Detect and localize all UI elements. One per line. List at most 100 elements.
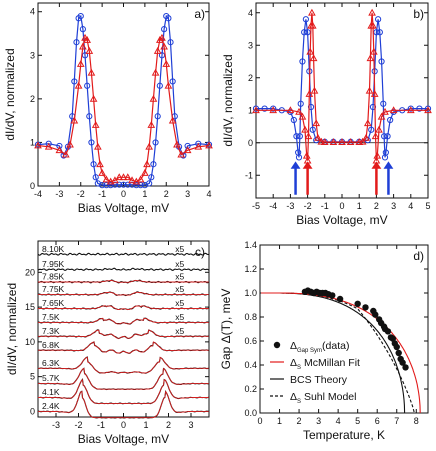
blue-circle-point [382,149,389,156]
red-triangle-point [85,46,94,54]
x-tick-label: 0 [339,201,344,211]
blue-circle-point [252,105,260,112]
fit-curve [38,356,209,374]
blue-circle-point [161,26,168,33]
y-tick-label: 2 [30,94,35,104]
blue-circle-point [158,52,166,59]
blue-circle-point [307,103,315,111]
y-tick-label: 0.8 [244,312,257,322]
gap-data-point [372,311,379,318]
y-tick-label: 1.0 [244,288,257,298]
red-triangle-point [308,21,317,29]
red-triangle-point [286,106,295,114]
gap-data-point [362,304,369,311]
series-blue-line [256,19,428,158]
red-triangle-point [305,89,314,97]
red-triangle-point [123,173,132,181]
blue-circle-point [378,58,385,65]
blue-circle-point [380,100,387,107]
x-axis-label: Bias Voltage, mV [78,432,169,446]
red-triangle-point [205,141,213,149]
blue-circle-point [302,16,309,23]
blue-circle-point [120,181,127,188]
fit-curve [38,367,209,390]
scale-label: x5 [175,312,184,322]
panel-label: d) [413,249,424,263]
gap-data-point [389,335,397,342]
red-triangle-point [61,150,70,158]
blue-circle-point [375,16,382,23]
y-tick-label: 15 [25,302,35,312]
red-triangle-point [162,59,171,67]
red-triangle-point [96,160,104,168]
legend-label-main: Δ [290,357,297,369]
y-tick-label: 3 [248,40,253,50]
blue-circle-point [73,39,80,46]
legend-label-sub: S [297,365,301,371]
x-tick-label: -2 [304,201,312,211]
fit-curve [38,378,209,404]
red-triangle-point [363,119,372,127]
fit-curve [38,280,209,283]
y-tick-label: 0 [248,138,253,148]
blue-circle-point [407,105,414,112]
y-tick-label: -1 [245,170,253,180]
red-triangle-point [149,94,158,102]
blue-circle-point [261,105,268,112]
scale-label: x5 [175,244,184,254]
red-triangle-point [308,8,316,16]
blue-circle-point [107,182,114,189]
red-triangle-point [389,106,398,114]
temperature-label: 7.75K [42,284,65,294]
x-tick-label: -2 [74,420,82,430]
red-triangle-point [368,8,376,16]
y-tick-label: 0 [30,406,35,416]
x-tick-label: -3 [52,420,60,430]
red-triangle-point [312,119,321,127]
y-tick-label: 1.2 [244,264,257,274]
temperature-label: 2.4K [42,401,60,411]
red-triangle-point [381,107,389,115]
blue-circle-point [184,142,191,150]
x-tick-label: 5 [355,416,360,426]
red-triangle-point [145,142,153,150]
blue-circle-point [301,29,308,36]
legend-dot-symbol [273,341,281,349]
y-tick-label: 3 [30,50,35,60]
blue-circle-point [150,161,157,168]
blue-circle-point [79,26,86,33]
red-triangle-point [314,133,322,141]
blue-circle-point [376,29,383,36]
temperature-label: 5.7K [42,373,60,383]
red-triangle-point [115,173,124,181]
x-tick-label: 3 [185,189,190,199]
y-tick-label: 1 [248,105,253,115]
x-tick-label: -1 [98,189,106,199]
spectrum-curve [37,367,209,391]
red-triangle-point [153,46,162,54]
blue-circle-point [387,116,394,124]
gap-data-point [399,359,406,366]
red-triangle-point [94,142,102,150]
x-tick-label: 0 [121,420,126,430]
red-triangle-point [177,150,186,158]
red-triangle-point [301,125,309,133]
gap-arrow-head [383,161,394,169]
x-tick-label: -1 [321,201,329,211]
y-axis-label: dI/dV, normalized [5,283,19,375]
red-triangle-point [338,138,346,145]
red-triangle-point [194,142,203,150]
blue-circle-point [77,12,84,20]
series-red-line [256,12,428,161]
blue-circle-point [124,181,131,188]
blue-circle-point [116,181,123,188]
y-tick-label: 2 [248,73,253,83]
red-triangle-point [424,106,432,114]
x-axis-label: Temperature, K [303,428,385,442]
red-triangle-point [141,168,149,176]
panel-b: -5 -4 -3 -2 -1 0 1 2 3 4 5 -1 0 1 2 3 4 Bias Voltage, mV d… [221,2,432,227]
x-tick-label: 6 [375,416,380,426]
red-triangle-point [358,137,367,145]
y-tick-label: 10 [25,337,35,347]
